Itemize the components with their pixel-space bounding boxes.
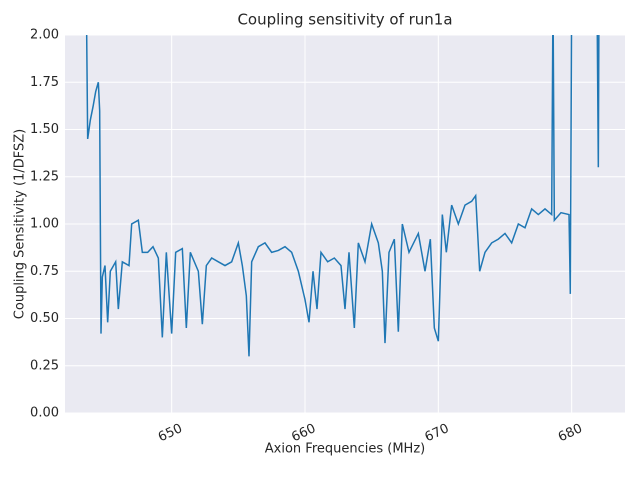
y-tick-label: 1.50 (30, 122, 59, 137)
x-tick-label: 680 (556, 421, 585, 445)
x-tick-label: 650 (156, 421, 185, 445)
y-tick-label: 1.75 (30, 75, 59, 90)
y-tick-label: 0.50 (30, 311, 59, 326)
grid (65, 34, 625, 414)
x-tick-label: 670 (423, 421, 452, 445)
y-axis-label: Coupling Sensitivity (1/DFSZ) (13, 129, 28, 319)
data-line (85, 35, 600, 357)
y-tick-label: 0.00 (30, 406, 59, 421)
chart-title: Coupling sensitivity of run1a (237, 11, 452, 29)
y-tick-label: 0.25 (30, 358, 59, 373)
y-tick-label: 1.25 (30, 169, 59, 184)
y-tick-label: 2.00 (30, 28, 59, 43)
x-axis-label: Axion Frequencies (MHz) (265, 442, 425, 457)
y-tick-label: 0.75 (30, 264, 59, 279)
y-tick-label: 1.00 (30, 217, 59, 232)
